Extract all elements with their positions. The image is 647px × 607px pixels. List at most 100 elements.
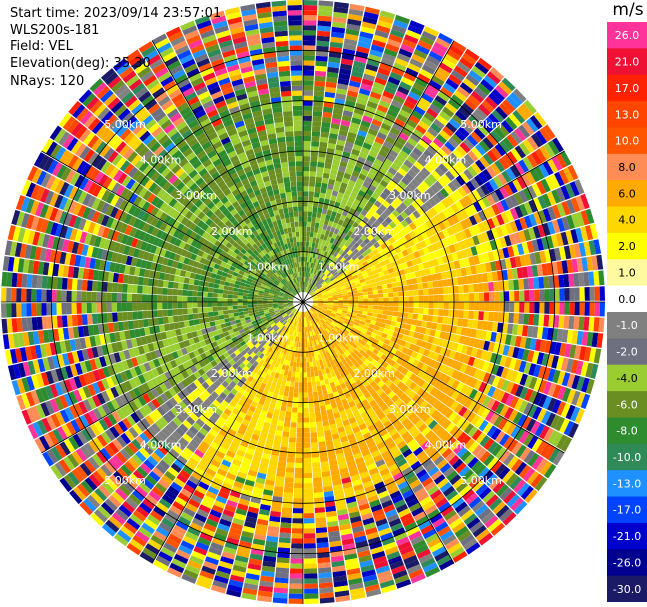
radar-gate [479, 450, 491, 463]
radar-gate [429, 541, 444, 553]
radar-gate [142, 393, 151, 404]
radar-gate [64, 379, 73, 393]
radar-gate [128, 427, 139, 439]
radar-gate [463, 538, 478, 551]
radar-gate [541, 410, 552, 425]
radar-gate [372, 259, 380, 266]
radar-gate [468, 215, 478, 226]
radar-gate [330, 287, 336, 292]
radar-gate [444, 141, 456, 152]
radar-gate [393, 197, 403, 206]
radar-gate [404, 408, 414, 418]
radar-gate [332, 296, 338, 299]
radar-gate [349, 260, 356, 267]
radar-gate [561, 403, 571, 418]
radar-gate [400, 274, 407, 281]
radar-gate [279, 358, 285, 365]
radar-gate [211, 504, 224, 514]
radar-gate [345, 255, 352, 262]
radar-gate [168, 420, 179, 431]
radar-gate [309, 341, 313, 347]
radar-gate [321, 358, 327, 365]
radar-gate [533, 392, 543, 406]
radar-gate [404, 216, 413, 225]
radar-gate [30, 405, 41, 421]
radar-gate [293, 341, 297, 347]
radar-gate [159, 383, 168, 393]
radar-gate [337, 134, 347, 142]
radar-gate [461, 102, 474, 115]
radar-gate [204, 322, 211, 329]
radar-gate [343, 329, 350, 335]
radar-gate [258, 331, 264, 337]
radar-gate [147, 455, 159, 467]
radar-gate [209, 336, 216, 343]
radar-gate [317, 344, 321, 350]
radar-gate [333, 327, 339, 333]
radar-gate [433, 474, 446, 485]
radar-gate [146, 390, 156, 401]
radar-gate [336, 400, 343, 408]
radar-gate [421, 92, 434, 104]
radar-gate [432, 337, 440, 345]
radar-gate [389, 445, 399, 455]
radar-gate [411, 277, 418, 285]
radar-gate [333, 302, 339, 304]
radar-gate [341, 538, 355, 546]
radar-gate [443, 302, 449, 309]
radar-gate [347, 332, 354, 338]
radar-gate [220, 337, 227, 344]
radar-gate [273, 325, 279, 331]
radar-gate [343, 43, 357, 51]
radar-gate [391, 394, 400, 403]
radar-gate [314, 370, 319, 377]
radar-gate [366, 315, 372, 320]
radar-gate [398, 291, 404, 297]
radar-gate [160, 546, 175, 558]
radar-gate [307, 256, 310, 263]
radar-gate [394, 14, 410, 25]
radar-gate [369, 380, 378, 388]
radar-gate [514, 461, 527, 476]
radar-gate [284, 385, 290, 392]
radar-gate [405, 273, 412, 280]
radar-gate [312, 206, 318, 213]
radar-gate [499, 291, 505, 302]
radar-gate [462, 78, 477, 91]
radar-gate [402, 38, 417, 49]
radar-gate [348, 8, 364, 17]
radar-gate [416, 234, 424, 243]
radar-gate [327, 525, 340, 533]
radar-gate [418, 139, 429, 149]
radar-gate [398, 307, 404, 313]
radar-gate [519, 386, 529, 400]
radar-gate [316, 547, 330, 554]
radar-gate [362, 311, 368, 316]
radar-gate [465, 492, 479, 505]
radar-gate [350, 282, 356, 287]
radar-gate [410, 244, 418, 253]
radar-gate [318, 278, 324, 284]
radar-gate [353, 107, 365, 116]
radar-gate [311, 293, 316, 297]
radar-gate [312, 273, 316, 279]
radar-gate [204, 450, 215, 459]
radar-gate [421, 222, 430, 231]
radar-gate [436, 459, 448, 470]
radar-gate [177, 364, 186, 373]
radar-gate [462, 408, 472, 420]
radar-gate [433, 71, 448, 82]
radar-gate [495, 85, 509, 99]
radar-gate [332, 206, 339, 213]
radar-gate [360, 120, 371, 128]
radar-gate [588, 271, 595, 286]
radar-gate [353, 242, 360, 249]
radar-gate [313, 280, 317, 286]
radar-gate [478, 253, 485, 264]
radar-gate [460, 534, 475, 547]
radar-gate [499, 186, 509, 199]
radar-gate [411, 506, 424, 517]
radar-gate [336, 322, 343, 327]
radar-gate [296, 326, 300, 332]
radar-gate [345, 316, 351, 320]
